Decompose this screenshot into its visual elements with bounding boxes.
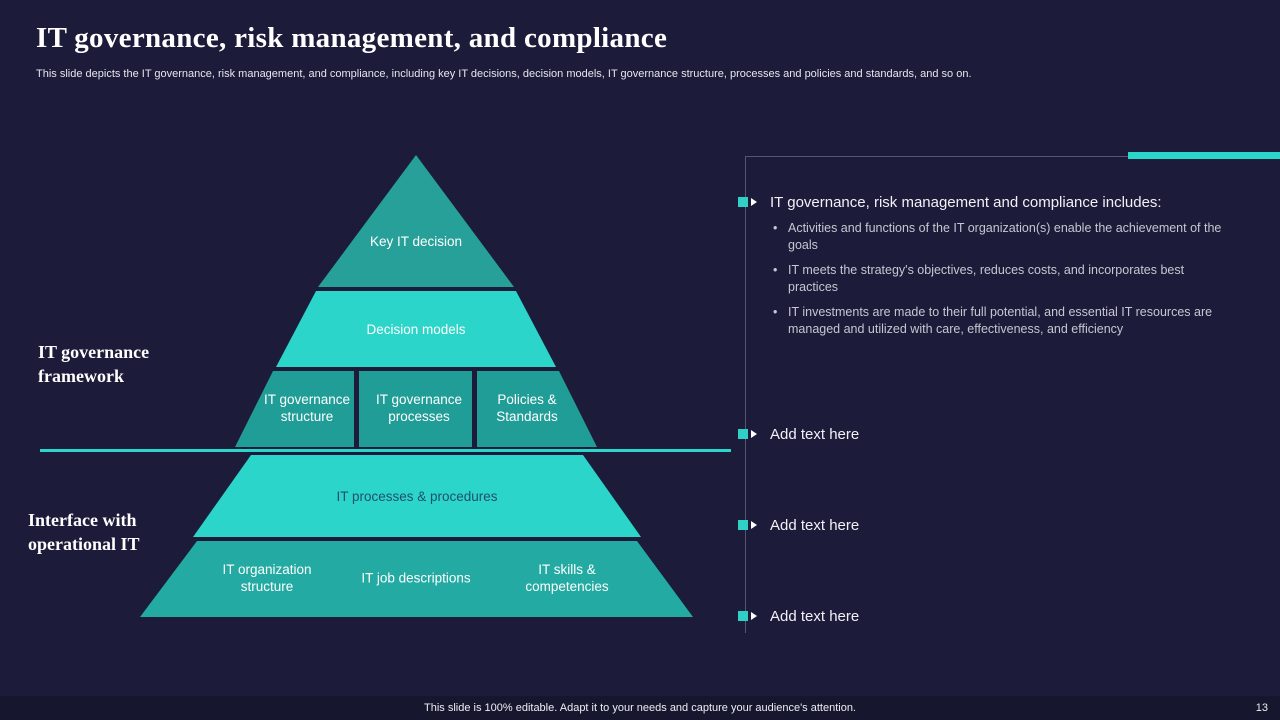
pyramid-level-decision-models[interactable]: Decision models: [276, 291, 556, 367]
pyramid-separator: [472, 371, 477, 447]
sub-bullet: Activities and functions of the IT organ…: [770, 220, 1225, 253]
pyramid-box-it-skills-competencies: IT skills & competencies: [525, 562, 609, 594]
pyramid-level-label: Key IT decision: [369, 234, 463, 249]
page-title: IT governance, risk management, and comp…: [36, 22, 668, 54]
footer-bar: [0, 696, 1280, 720]
bullet-marker-icon: [738, 520, 757, 530]
panel-item-includes: IT governance, risk management and compl…: [738, 194, 1248, 346]
pyramid-separator: [354, 371, 359, 447]
pyramid-level-label: IT processes & procedures: [336, 488, 498, 504]
add-text-placeholder[interactable]: Add text here: [770, 608, 860, 625]
bullet-marker-icon: [738, 197, 757, 207]
panel-sub-bullets: Activities and functions of the IT organ…: [770, 220, 1225, 337]
panel-top-line: [745, 156, 1128, 157]
panel-left-line: [745, 156, 746, 633]
pyramid-box-it-governance-processes: IT governance processes: [375, 392, 463, 424]
panel-item-heading: IT governance, risk management and compl…: [770, 194, 1162, 211]
pyramid-box-it-organization-structure: IT organization structure: [222, 562, 312, 594]
sub-bullet: IT investments are made to their full po…: [770, 304, 1225, 337]
bullet-marker-icon: [738, 429, 757, 439]
accent-bar: [1128, 152, 1280, 159]
sub-bullet: IT meets the strategy's objectives, redu…: [770, 262, 1225, 295]
bullet-marker-icon: [738, 611, 757, 621]
page-number: 13: [1255, 702, 1268, 714]
pyramid-diagram: Key IT decision Decision models IT gover…: [116, 155, 716, 617]
footer-note: This slide is 100% editable. Adapt it to…: [424, 702, 856, 714]
framework-divider-line: [40, 449, 731, 452]
panel-item-add-text-2[interactable]: Add text here: [738, 517, 1248, 534]
pyramid-box-it-job-descriptions: IT job descriptions: [361, 570, 471, 586]
pyramid-level-it-processes-procedures[interactable]: IT processes & procedures: [193, 455, 641, 537]
label-interface-operational-it: Interface with operational IT: [28, 510, 140, 555]
pyramid-level-label: Decision models: [366, 321, 466, 337]
pyramid-box-policies-standards: Policies & Standards: [496, 392, 558, 424]
label-it-governance-framework: IT governance framework: [38, 342, 150, 387]
pyramid-level-key-it-decision[interactable]: Key IT decision: [318, 155, 514, 287]
panel-item-content: IT governance, risk management and compl…: [770, 194, 1225, 346]
pyramid-level-operational-row[interactable]: IT organization structure IT job descrip…: [140, 541, 693, 617]
pyramid-box-it-governance-structure: IT governance structure: [263, 392, 351, 424]
add-text-placeholder[interactable]: Add text here: [770, 517, 860, 534]
panel-item-add-text-1[interactable]: Add text here: [738, 426, 1248, 443]
page-subtitle: This slide depicts the IT governance, ri…: [36, 68, 972, 80]
panel-item-add-text-3[interactable]: Add text here: [738, 608, 1248, 625]
add-text-placeholder[interactable]: Add text here: [770, 426, 860, 443]
pyramid-level-governance-row[interactable]: IT governance structure IT governance pr…: [235, 371, 597, 447]
